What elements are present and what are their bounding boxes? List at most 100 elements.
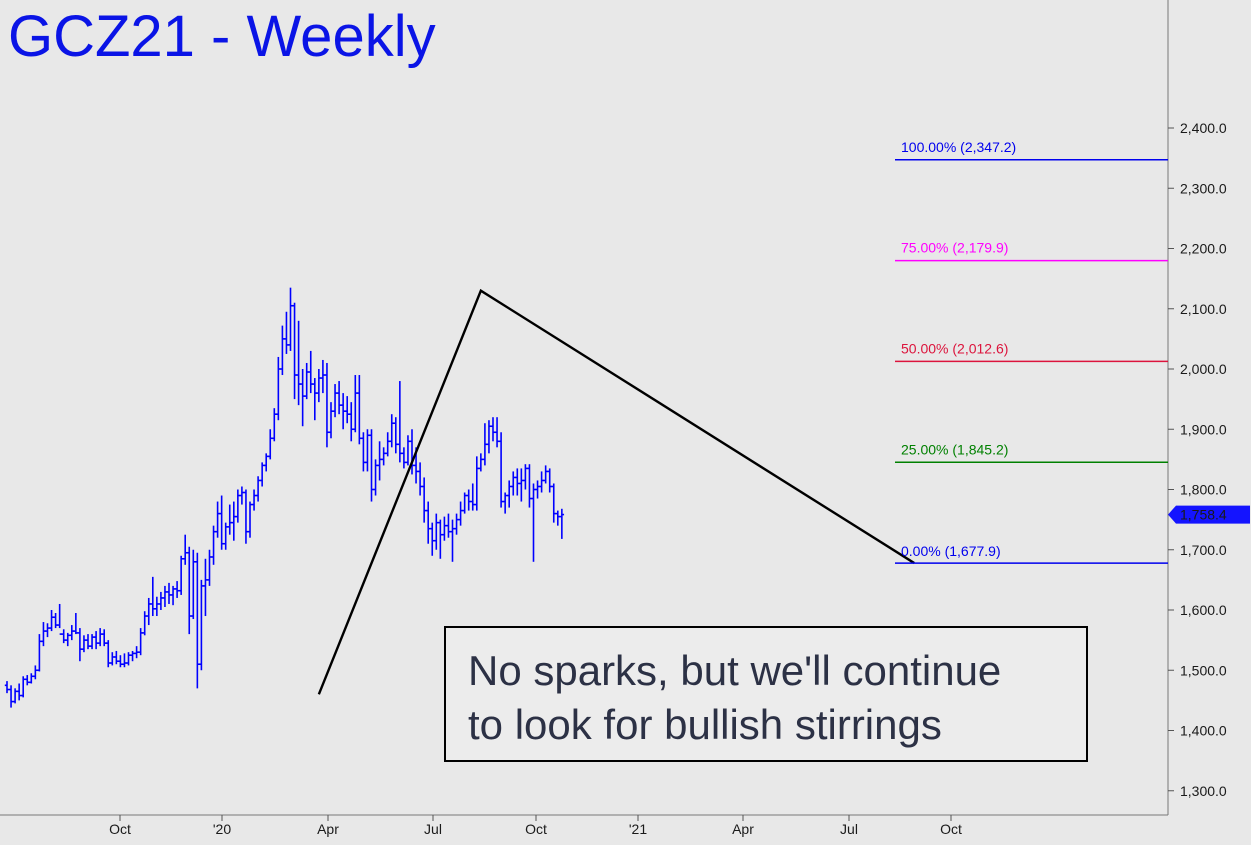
ohlc-bar	[49, 610, 54, 632]
ohlc-bar	[438, 519, 443, 559]
ohlc-bar	[243, 489, 249, 544]
ohlc-bar	[85, 634, 91, 650]
annotation-box: No sparks, but we'll continue to look fo…	[444, 626, 1088, 762]
ohlc-bar	[393, 417, 398, 454]
ohlc-bar	[134, 646, 139, 659]
ohlc-bar	[37, 634, 42, 672]
ohlc-bar	[458, 501, 463, 526]
ohlc-bar	[215, 501, 220, 538]
ohlc-bar	[203, 558, 208, 617]
ohlc-bar	[401, 447, 407, 469]
ohlc-bar	[251, 489, 257, 511]
ohlc-bar	[33, 665, 38, 680]
ohlc-bar	[166, 582, 172, 604]
ohlc-bar	[280, 325, 285, 376]
annotation-line-1: No sparks, but we'll continue	[468, 647, 1002, 694]
ohlc-bar	[450, 519, 455, 562]
ohlc-bar	[130, 650, 135, 662]
ohlc-bar	[247, 501, 253, 538]
ohlc-bar	[268, 429, 273, 460]
ohlc-bar	[328, 402, 334, 439]
ohlc-bar	[239, 486, 245, 505]
ohlc-bar	[25, 675, 30, 686]
ohlc-bar	[29, 673, 34, 684]
ohlc-bar	[73, 613, 79, 635]
ohlc-bar	[183, 534, 188, 565]
annotation-line-2: to look for bullish stirrings	[468, 701, 942, 748]
ohlc-bar	[264, 453, 269, 472]
ohlc-bar	[57, 603, 62, 635]
ohlc-bar	[178, 555, 184, 595]
ohlc-bar	[158, 591, 164, 610]
x-tick-label: Oct	[109, 821, 131, 837]
ohlc-bar	[515, 468, 520, 496]
ohlc-bar	[126, 652, 131, 666]
last-price-marker	[1168, 505, 1250, 524]
ohlc-bar	[308, 350, 313, 394]
ohlc-bar	[191, 549, 196, 620]
ohlc-bar	[187, 546, 192, 635]
ohlc-bar	[543, 465, 548, 484]
ohlc-bar	[409, 429, 415, 475]
ohlc-bar	[65, 632, 70, 647]
ohlc-bar	[502, 492, 508, 514]
ohlc-bar	[12, 688, 18, 704]
y-tick-label: 1,500.0	[1180, 662, 1227, 678]
ohlc-bar	[4, 681, 10, 694]
ohlc-bar	[446, 513, 451, 538]
ohlc-bar	[227, 504, 232, 535]
ohlc-bar	[93, 631, 99, 650]
ohlc-bar	[304, 362, 309, 400]
ohlc-bar	[312, 378, 317, 421]
y-tick-label: 2,300.0	[1180, 180, 1227, 196]
ohlc-bar	[482, 423, 488, 466]
x-tick-label: Oct	[940, 821, 962, 837]
ohlc-bar	[511, 471, 516, 496]
ohlc-bar	[417, 462, 423, 496]
ohlc-bar	[272, 408, 277, 442]
ohlc-bar	[332, 384, 338, 418]
ohlc-bar	[255, 476, 261, 502]
y-tick-label: 1,600.0	[1180, 602, 1227, 618]
ohlc-bar	[369, 429, 374, 502]
ohlc-bar	[365, 429, 370, 472]
ohlc-bar	[466, 489, 471, 511]
ohlc-bar	[219, 495, 224, 550]
ohlc-bar	[207, 549, 212, 586]
ohlc-bar	[531, 483, 536, 562]
ohlc-bar	[385, 432, 390, 457]
ohlc-bar	[276, 356, 281, 421]
ohlc-bar	[353, 375, 358, 433]
ohlc-bar	[118, 655, 123, 668]
ohlc-bar	[195, 552, 200, 689]
x-tick-label: Oct	[525, 821, 547, 837]
ohlc-bar	[102, 629, 107, 647]
y-tick-label: 1,400.0	[1180, 723, 1227, 739]
ohlc-bar	[138, 628, 143, 656]
ohlc-bar	[16, 683, 22, 701]
ohlc-bar	[478, 453, 484, 472]
ohlc-bar	[421, 477, 427, 523]
x-tick-label: '21	[629, 821, 647, 837]
ohlc-bar	[397, 381, 403, 463]
ohlc-bar	[288, 287, 293, 351]
ohlc-bar	[373, 459, 378, 496]
ohlc-bar	[150, 576, 155, 617]
ohlc-bar	[300, 369, 305, 427]
ohlc-bar	[361, 432, 366, 472]
y-tick-label: 1,300.0	[1180, 783, 1227, 799]
ohlc-bar	[53, 613, 58, 629]
ohlc-bar	[474, 456, 479, 511]
ohlc-bar	[559, 508, 565, 539]
ohlc-bar	[434, 513, 439, 550]
ohlc-bar	[320, 359, 326, 394]
ohlc-bar	[21, 676, 26, 698]
ohlc-bar	[490, 417, 496, 442]
ohlc-bar	[170, 585, 176, 606]
ohlc-bar	[211, 525, 216, 565]
chart-title: GCZ21 - Weekly	[8, 4, 436, 69]
ohlc-bar	[381, 447, 386, 466]
abc-pattern-line	[317, 288, 915, 695]
